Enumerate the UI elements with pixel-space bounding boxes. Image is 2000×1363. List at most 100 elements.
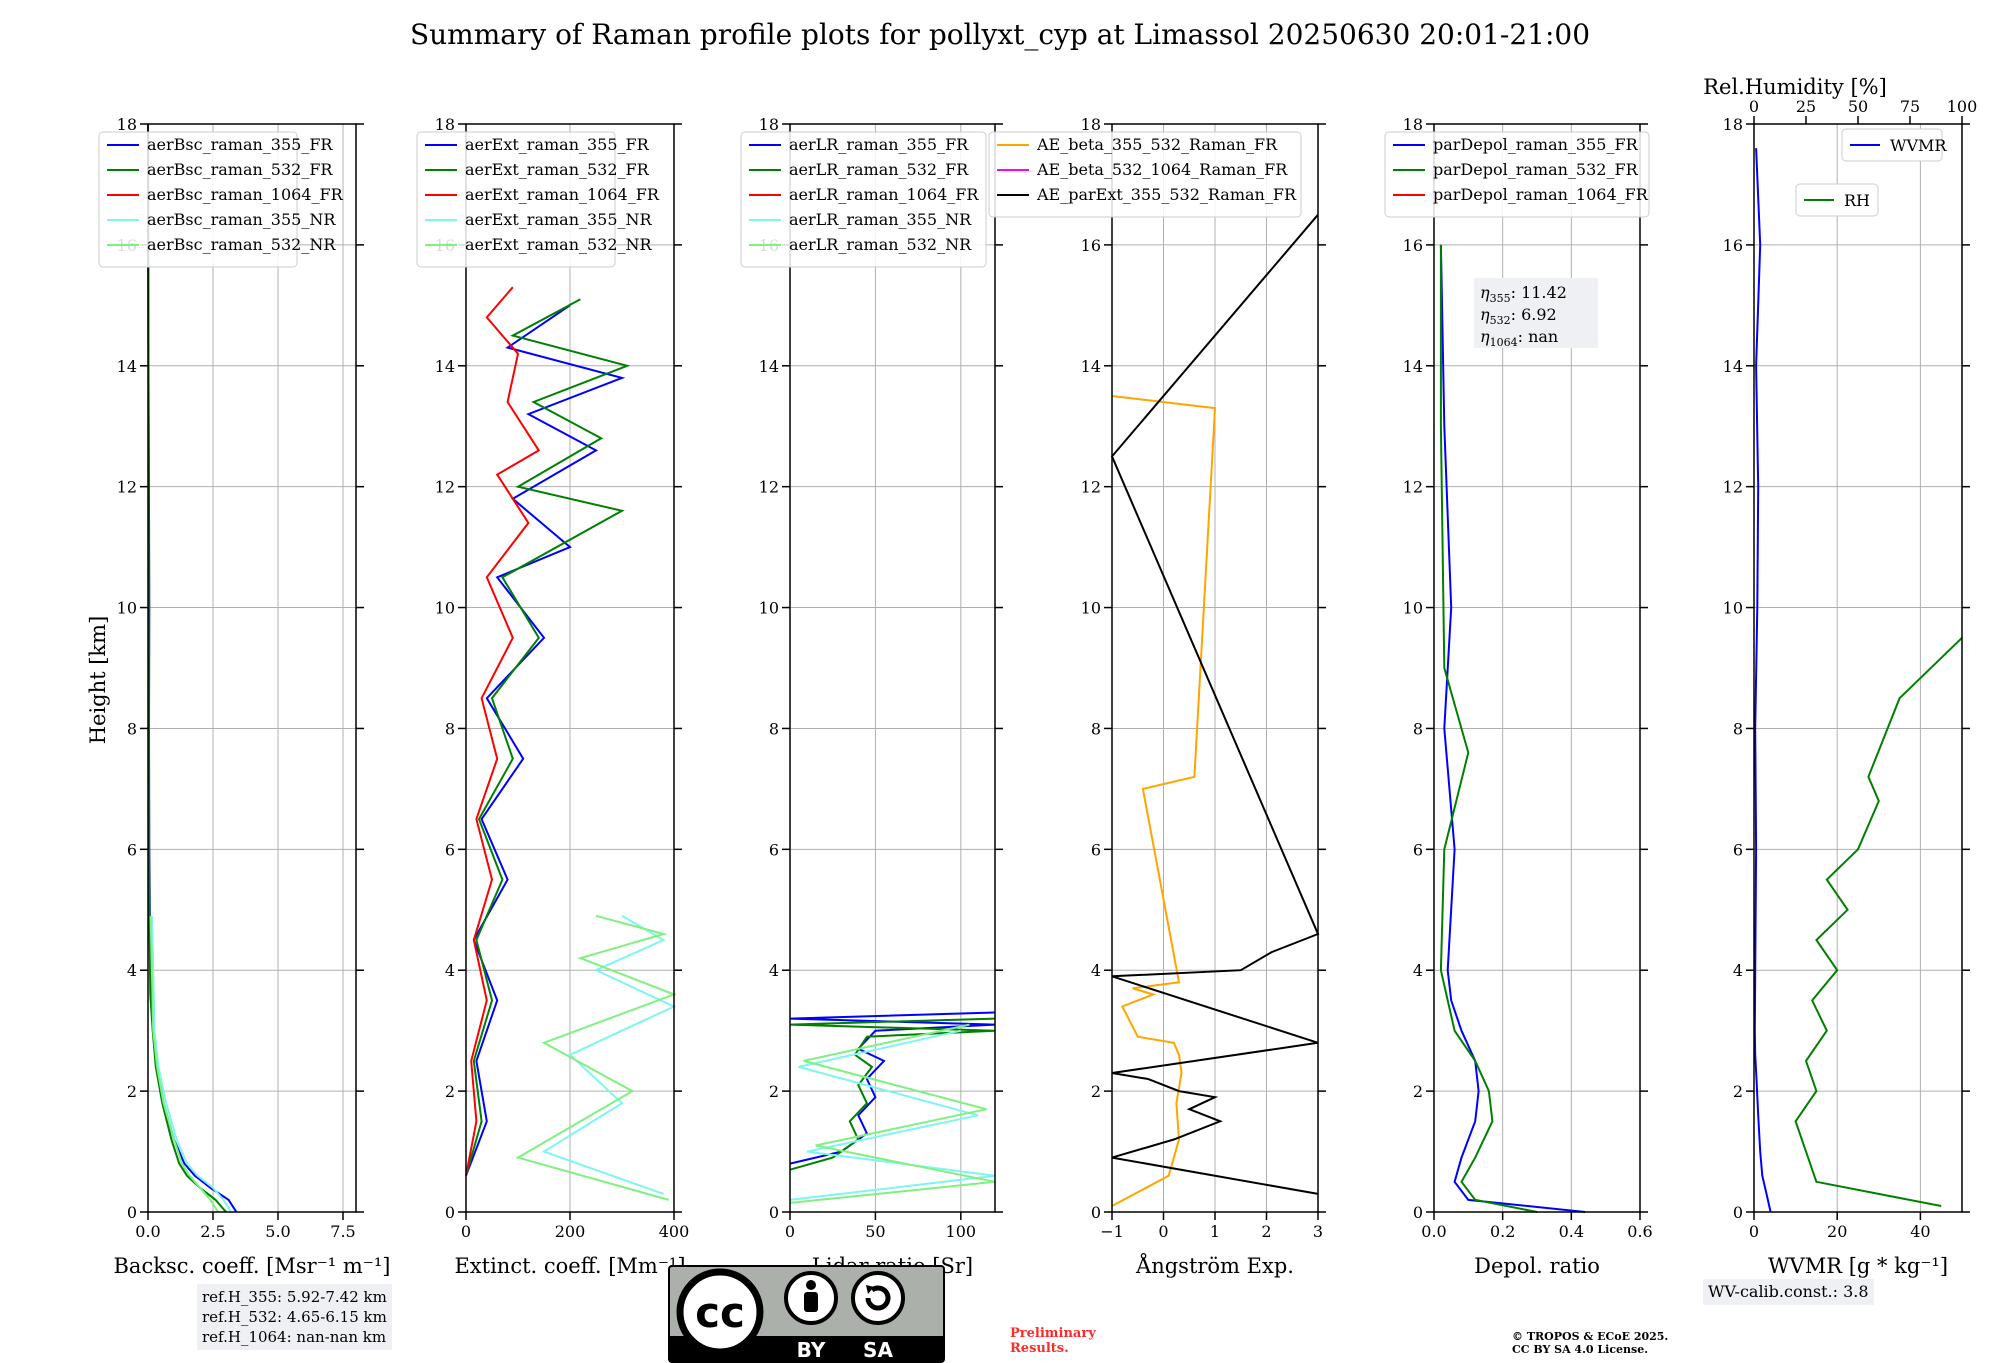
- y-tick-label: 6: [1733, 840, 1743, 859]
- legend-box-wvmr: [1841, 128, 1943, 162]
- ref-height-532: ref.H_532: 4.65-6.15 km: [202, 1308, 387, 1326]
- copyright-note: © TROPOS & ECoE 2025. CC BY SA 4.0 Licen…: [1512, 1330, 1668, 1356]
- x-tick-label: −1: [1100, 1222, 1124, 1241]
- y-tick-label: 18: [117, 115, 137, 134]
- y-tick-label: 8: [1413, 719, 1423, 738]
- x-tick-label: 400: [659, 1222, 690, 1241]
- y-tick-label: 4: [127, 961, 137, 980]
- legend-label: aerLR_raman_1064_FR: [789, 185, 979, 204]
- figure-title: Summary of Raman profile plots for polly…: [410, 18, 1590, 51]
- preliminary-line1: Preliminary: [1010, 1326, 1096, 1341]
- series-line-RH: [1794, 637, 1963, 1207]
- ref-height-1064: ref.H_1064: nan-nan km: [202, 1328, 387, 1346]
- top-tick-label: 100: [1947, 97, 1978, 116]
- x-axis-label: WVMR [g * kg⁻¹]: [1768, 1254, 1948, 1278]
- series-line-aerBsc_raman_355_FR: [147, 123, 238, 1213]
- x-tick-label: 200: [555, 1222, 586, 1241]
- y-tick-label: 2: [127, 1082, 137, 1101]
- legend-label: aerExt_raman_532_NR: [465, 235, 653, 254]
- x-tick-label: 0.4: [1559, 1222, 1584, 1241]
- y-tick-label: 2: [1733, 1082, 1743, 1101]
- ref-height-355: ref.H_355: 5.92-7.42 km: [202, 1288, 387, 1306]
- y-tick-label: 12: [1403, 478, 1423, 497]
- y-tick-label: 12: [435, 478, 455, 497]
- y-tick-label: 10: [117, 599, 137, 618]
- eta-label: η1064: nan: [1480, 327, 1558, 349]
- plot-frame: [1433, 123, 1641, 1213]
- y-tick-label: 0: [1413, 1203, 1423, 1222]
- legend-label: aerBsc_raman_355_NR: [147, 210, 336, 229]
- x-tick-label: 7.5: [330, 1222, 355, 1241]
- y-tick-label: 16: [1723, 236, 1743, 255]
- legend-box: [740, 131, 987, 268]
- share-alike-arrow-icon: [865, 1285, 891, 1311]
- x-axis-label: Backsc. coeff. [Msr⁻¹ m⁻¹]: [114, 1254, 391, 1278]
- y-tick-label: 18: [1723, 115, 1743, 134]
- legend-label: aerLR_raman_355_FR: [789, 135, 969, 154]
- y-tick-label: 8: [769, 719, 779, 738]
- legend-label: aerLR_raman_532_FR: [789, 160, 969, 179]
- legend-label: aerExt_raman_1064_FR: [465, 185, 660, 204]
- y-tick-label: 4: [769, 961, 779, 980]
- y-tick-label: 6: [127, 840, 137, 859]
- cc-icon-label: cc: [695, 1288, 745, 1337]
- y-tick-label: 12: [117, 478, 137, 497]
- top-tick-label: 75: [1900, 97, 1920, 116]
- preliminary-line2: Results.: [1010, 1341, 1069, 1356]
- top-tick-label: 50: [1848, 97, 1868, 116]
- legend-label: parDepol_raman_1064_FR: [1433, 185, 1649, 204]
- y-tick-label: 2: [769, 1082, 779, 1101]
- legend-box: [416, 131, 616, 268]
- eta-box: [1474, 278, 1598, 348]
- x-tick-label: 2: [1261, 1222, 1271, 1241]
- series-line-aerExt_raman_1064_FR: [465, 286, 541, 1176]
- copyright-line2: CC BY SA 4.0 License.: [1512, 1343, 1649, 1356]
- y-tick-label: 8: [1091, 719, 1101, 738]
- y-tick-label: 10: [1081, 599, 1101, 618]
- series-line-aerBsc_raman_355_NR: [150, 915, 233, 1213]
- y-tick-label: 8: [445, 719, 455, 738]
- y-tick-label: 12: [1081, 478, 1101, 497]
- y-tick-label: 8: [127, 719, 137, 738]
- y-tick-label: 8: [1733, 719, 1743, 738]
- legend-label: parDepol_raman_355_FR: [1433, 135, 1639, 154]
- panel-lidar_ratio: 024681012141618050100Lidar ratio [Sr]aer…: [740, 115, 1003, 1278]
- x-tick-label: 0.0: [1421, 1222, 1446, 1241]
- y-tick-label: 2: [445, 1082, 455, 1101]
- copyright-line1: © TROPOS & ECoE 2025.: [1512, 1330, 1669, 1343]
- y-tick-label: 14: [435, 357, 455, 376]
- legend-label: AE_parExt_355_532_Raman_FR: [1036, 185, 1297, 204]
- plot-frame: [147, 123, 357, 1213]
- series-line-WVMR: [1753, 148, 1772, 1213]
- sa-label: SA: [863, 1338, 893, 1362]
- y-tick-label: 14: [1403, 357, 1423, 376]
- legend-label: aerExt_raman_355_NR: [465, 210, 653, 229]
- y-tick-label: 10: [435, 599, 455, 618]
- y-tick-label: 4: [1413, 961, 1423, 980]
- legend-label: AE_beta_355_532_Raman_FR: [1036, 135, 1278, 154]
- y-tick-label: 12: [759, 478, 779, 497]
- x-tick-label: 100: [946, 1222, 977, 1241]
- x-tick-label: 40: [1910, 1222, 1930, 1241]
- series-line-AE_parExt_355_532_Raman_FR: [1110, 214, 1320, 1195]
- y-tick-label: 14: [1723, 357, 1743, 376]
- x-tick-label: 0: [461, 1222, 471, 1241]
- y-tick-label: 6: [445, 840, 455, 859]
- attribution-body-icon: [804, 1292, 818, 1312]
- series-line-aerExt_raman_355_NR: [541, 914, 677, 1195]
- y-tick-label: 2: [1091, 1082, 1101, 1101]
- x-axis-label: Extinct. coeff. [Mm⁻¹]: [454, 1254, 685, 1278]
- legend-label: aerExt_raman_355_FR: [465, 135, 650, 154]
- legend-label: aerBsc_raman_355_FR: [147, 135, 333, 154]
- y-tick-label: 18: [759, 115, 779, 134]
- legend-box: [1384, 131, 1650, 218]
- y-tick-label: 4: [1733, 961, 1743, 980]
- series-line-aerExt_raman_532_NR: [515, 914, 677, 1201]
- panel-depolarization: 0 2 4 6 8 10 12 14 16 18 0.0 0.2 0.4 0.6 Depol. ratio p…: [1384, 115, 1653, 1278]
- y-tick-label: 6: [1091, 840, 1101, 859]
- eta-label: η355: 11.42: [1480, 283, 1567, 305]
- legend-box-rh: [1795, 183, 1879, 217]
